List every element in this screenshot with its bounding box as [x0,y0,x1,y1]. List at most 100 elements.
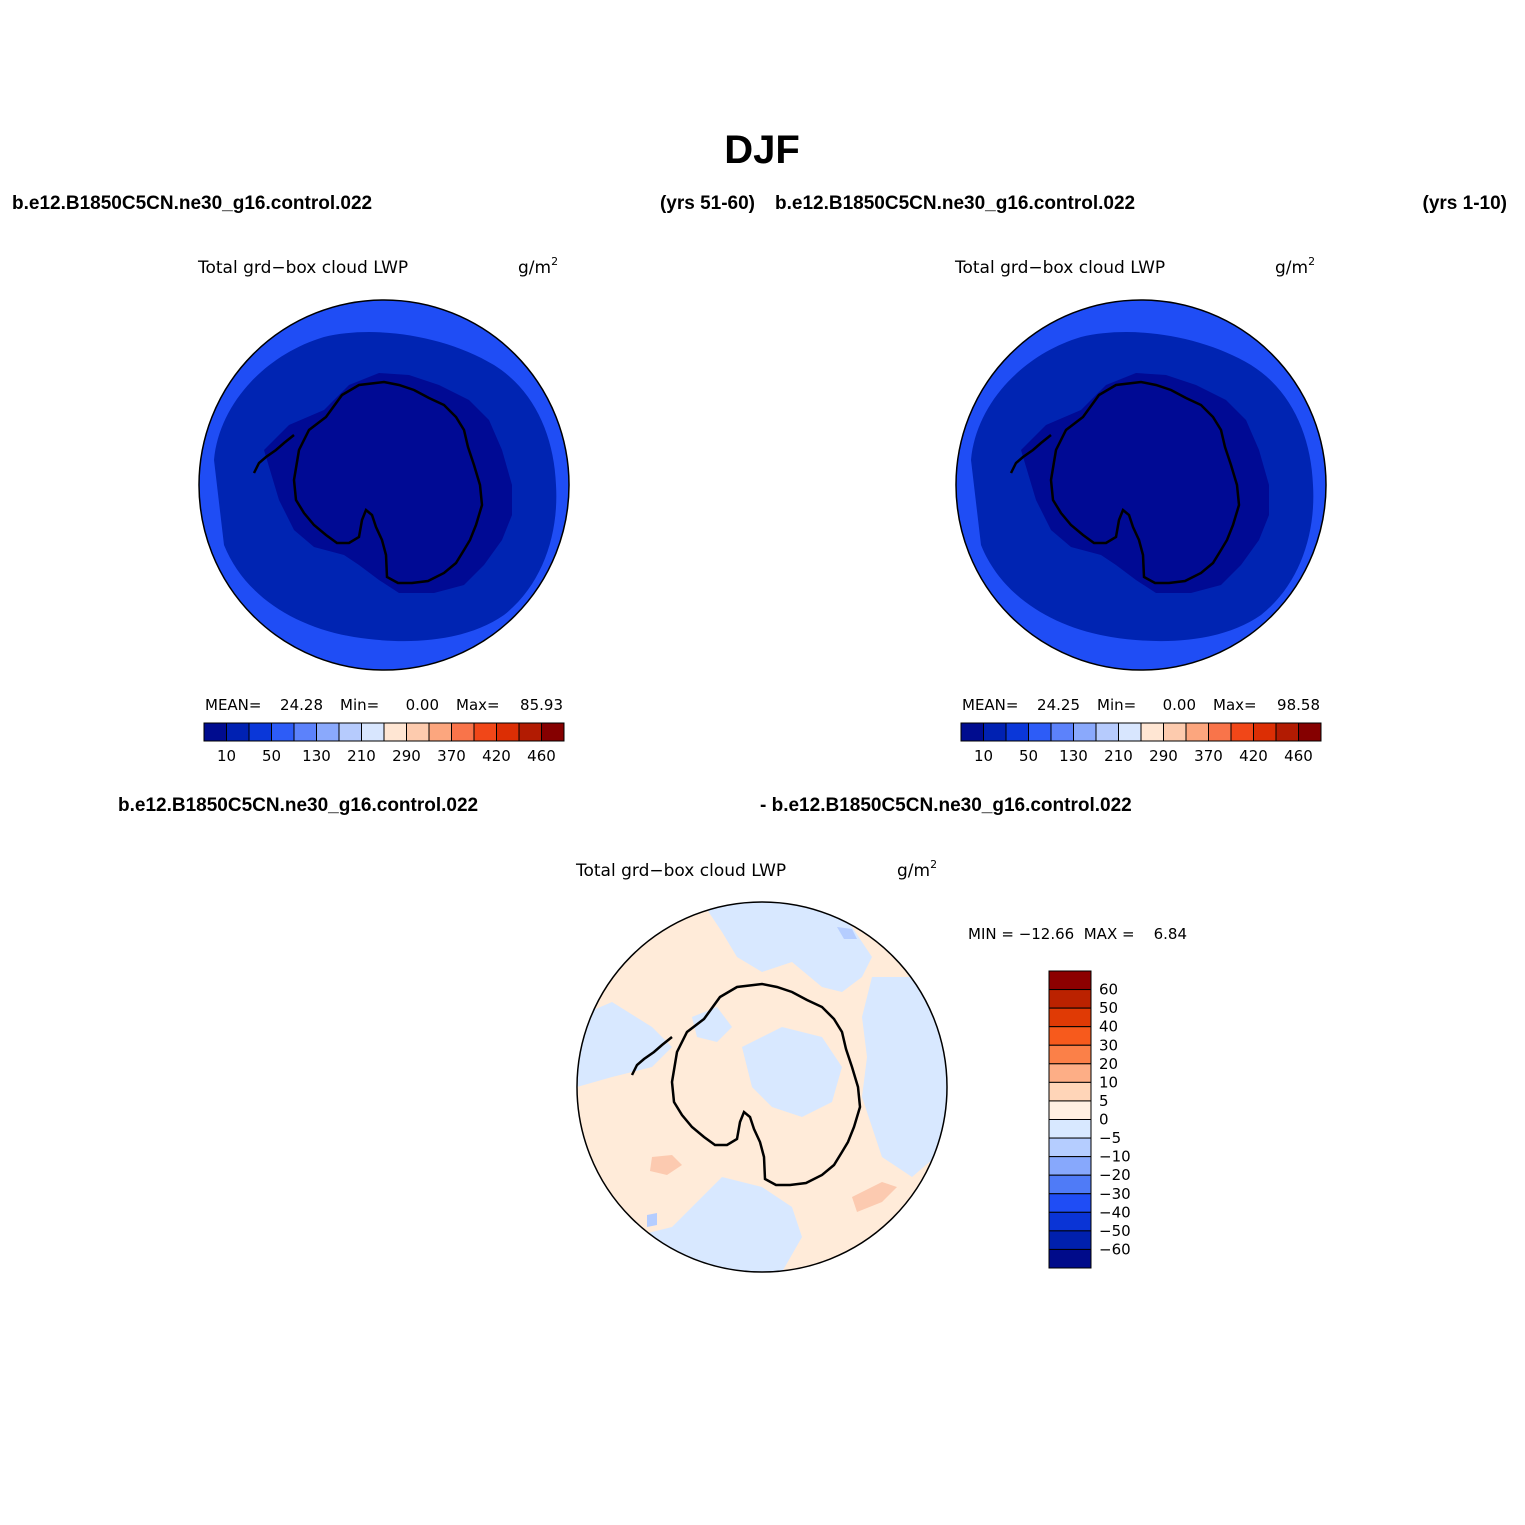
panel-b-max-label: Max= [1213,696,1257,714]
panel-b-colorbar-box [1163,722,1187,742]
panel-a-min-value: 0.00 [406,696,439,714]
panel-a-colorbar-tick-label: 420 [482,747,511,765]
panel-a-colorbar-box [383,722,407,742]
diff-colorbar-tick-label: −60 [1099,1240,1131,1258]
panel-a-case-name: b.e12.B1850C5CN.ne30_g16.control.022 [12,193,372,214]
diff-colorbar-box [1048,1230,1092,1250]
panel-b-min-value: 0.00 [1163,696,1196,714]
panel-b-colorbar-tick-label: 420 [1239,747,1268,765]
panel-a-years: (yrs 51-60) [660,193,755,214]
diff-colorbar-tick-label: 30 [1099,1036,1118,1054]
panel-a-units-base: g/m [518,258,551,278]
panel-b-colorbar-box [1208,722,1232,742]
panel-b-colorbar-tick-label: 370 [1194,747,1223,765]
diff-colorbar-tick-label: 20 [1099,1055,1118,1073]
panel-b-case-name: b.e12.B1850C5CN.ne30_g16.control.022 [775,193,1135,214]
panel-b-colorbar-box [1005,722,1029,742]
panel-b-mean-value: 24.25 [1037,696,1080,714]
panel-a-map [198,299,570,671]
diff-colorbar-box [1048,1081,1092,1102]
diff-minmax: MIN = −12.66 MAX = 6.84 [968,925,1187,943]
panel-b-colorbar-tick-label: 210 [1104,747,1133,765]
panel-a-inner-band [264,373,512,593]
diff-colorbar-tick-label: −5 [1099,1129,1121,1147]
panel-a-colorbar-box [226,722,250,742]
panel-a-colorbar-box [271,722,295,742]
panel-a-colorbar-box [428,722,452,742]
diff-units-base: g/m [897,861,930,881]
panel-b-years: (yrs 1-10) [1423,193,1508,214]
diff-units: g/m2 [897,858,937,881]
diff-colorbar-box [1048,1193,1092,1213]
diff-strong-anomalies [647,927,897,1227]
panel-a-colorbar-box [361,722,385,742]
diff-colorbar-box [1048,1137,1092,1158]
panel-a-colorbar-box [541,722,565,742]
panel-b-colorbar-box [1275,722,1299,742]
panel-b-colorbar-tick-label: 130 [1059,747,1088,765]
panel-a-colorbar-box [451,722,475,742]
panel-b-colorbar-box [1298,722,1322,742]
panel-b-colorbar-tick-label: 50 [1019,747,1038,765]
diff-colorbar-box [1048,1174,1092,1195]
diff-colorbar-tick-label: −20 [1099,1166,1131,1184]
panel-a-colorbar-box [203,722,227,742]
panel-a-colorbar: 10 50 130 210 290 370 420 460 [203,722,565,765]
diff-colorbar-box [1048,1119,1092,1139]
panel-a-colorbar-box [473,722,497,742]
diff-colorbar-box [1048,1063,1092,1083]
diff-negative-regions [577,902,947,1272]
panel-b-mean-label: MEAN= [962,696,1018,714]
panel-b-colorbar: 10 50 130 210 290 370 420 460 [960,722,1322,765]
diff-colorbar-tick-label: 5 [1099,1092,1109,1110]
panel-b-colorbar-tick-label: 10 [974,747,993,765]
panel-a-units-sup: 2 [551,255,558,268]
diff-colorbar-box [1048,1026,1092,1046]
panel-b-colorbar-box [1185,722,1209,742]
panel-a-colorbar-box [248,722,272,742]
diff-colorbar-box [1048,1007,1092,1028]
panel-b-colorbar-tick-label: 460 [1284,747,1313,765]
panel-a-colorbar-tick-label: 290 [392,747,421,765]
panel-b-units: g/m2 [1275,255,1315,278]
panel-b-colorbar-box [1050,722,1074,742]
panel-b-colorbar-box [983,722,1007,742]
diff-colorbar-tick-label: 10 [1099,1073,1118,1091]
panel-b-colorbar-box [960,722,984,742]
panel-a-colorbar-box [338,722,362,742]
diff-colorbar-tick-label: 50 [1099,999,1118,1017]
panel-b-colorbar-box [1073,722,1097,742]
panel-a-colorbar-box [518,722,542,742]
panel-a-stats: MEAN= 24.28 Min= 0.00 Max= 85.93 [205,696,563,714]
panel-b-colorbar-box [1095,722,1119,742]
panel-b-colorbar-box [1118,722,1142,742]
panel-b-map-border [955,299,1327,671]
panel-b-map [955,299,1327,671]
panel-b-colorbar-box [1028,722,1052,742]
panel-a-mean-label: MEAN= [205,696,261,714]
panel-a-mean-value: 24.28 [280,696,323,714]
diff-colorbar-box [1048,970,1092,991]
diff-colorbar-tick-label: −50 [1099,1222,1131,1240]
panel-a-colorbar-box [496,722,520,742]
diff-map [576,901,948,1273]
panel-b-max-value: 98.58 [1277,696,1320,714]
panel-b-colorbar-box [1253,722,1277,742]
diff-colorbar-box [1048,1044,1092,1065]
panel-b-units-sup: 2 [1308,255,1315,268]
panel-a-colorbar-box [316,722,340,742]
panel-a-colorbar-tick-label: 370 [437,747,466,765]
panel-a-max-label: Max= [456,696,500,714]
panel-a-map-border [198,299,570,671]
diff-units-sup: 2 [930,858,937,871]
diff-map-border [576,901,948,1273]
panel-b-units-base: g/m [1275,258,1308,278]
panel-b-variable: Total grd−box cloud LWP [954,258,1165,278]
panel-b-stats: MEAN= 24.25 Min= 0.00 Max= 98.58 [962,696,1320,714]
diff-colorbar-tick-label: 0 [1099,1111,1109,1129]
panel-b-inner-band [1021,373,1269,593]
page-title: DJF [724,128,800,172]
diff-variable: Total grd−box cloud LWP [575,861,786,881]
